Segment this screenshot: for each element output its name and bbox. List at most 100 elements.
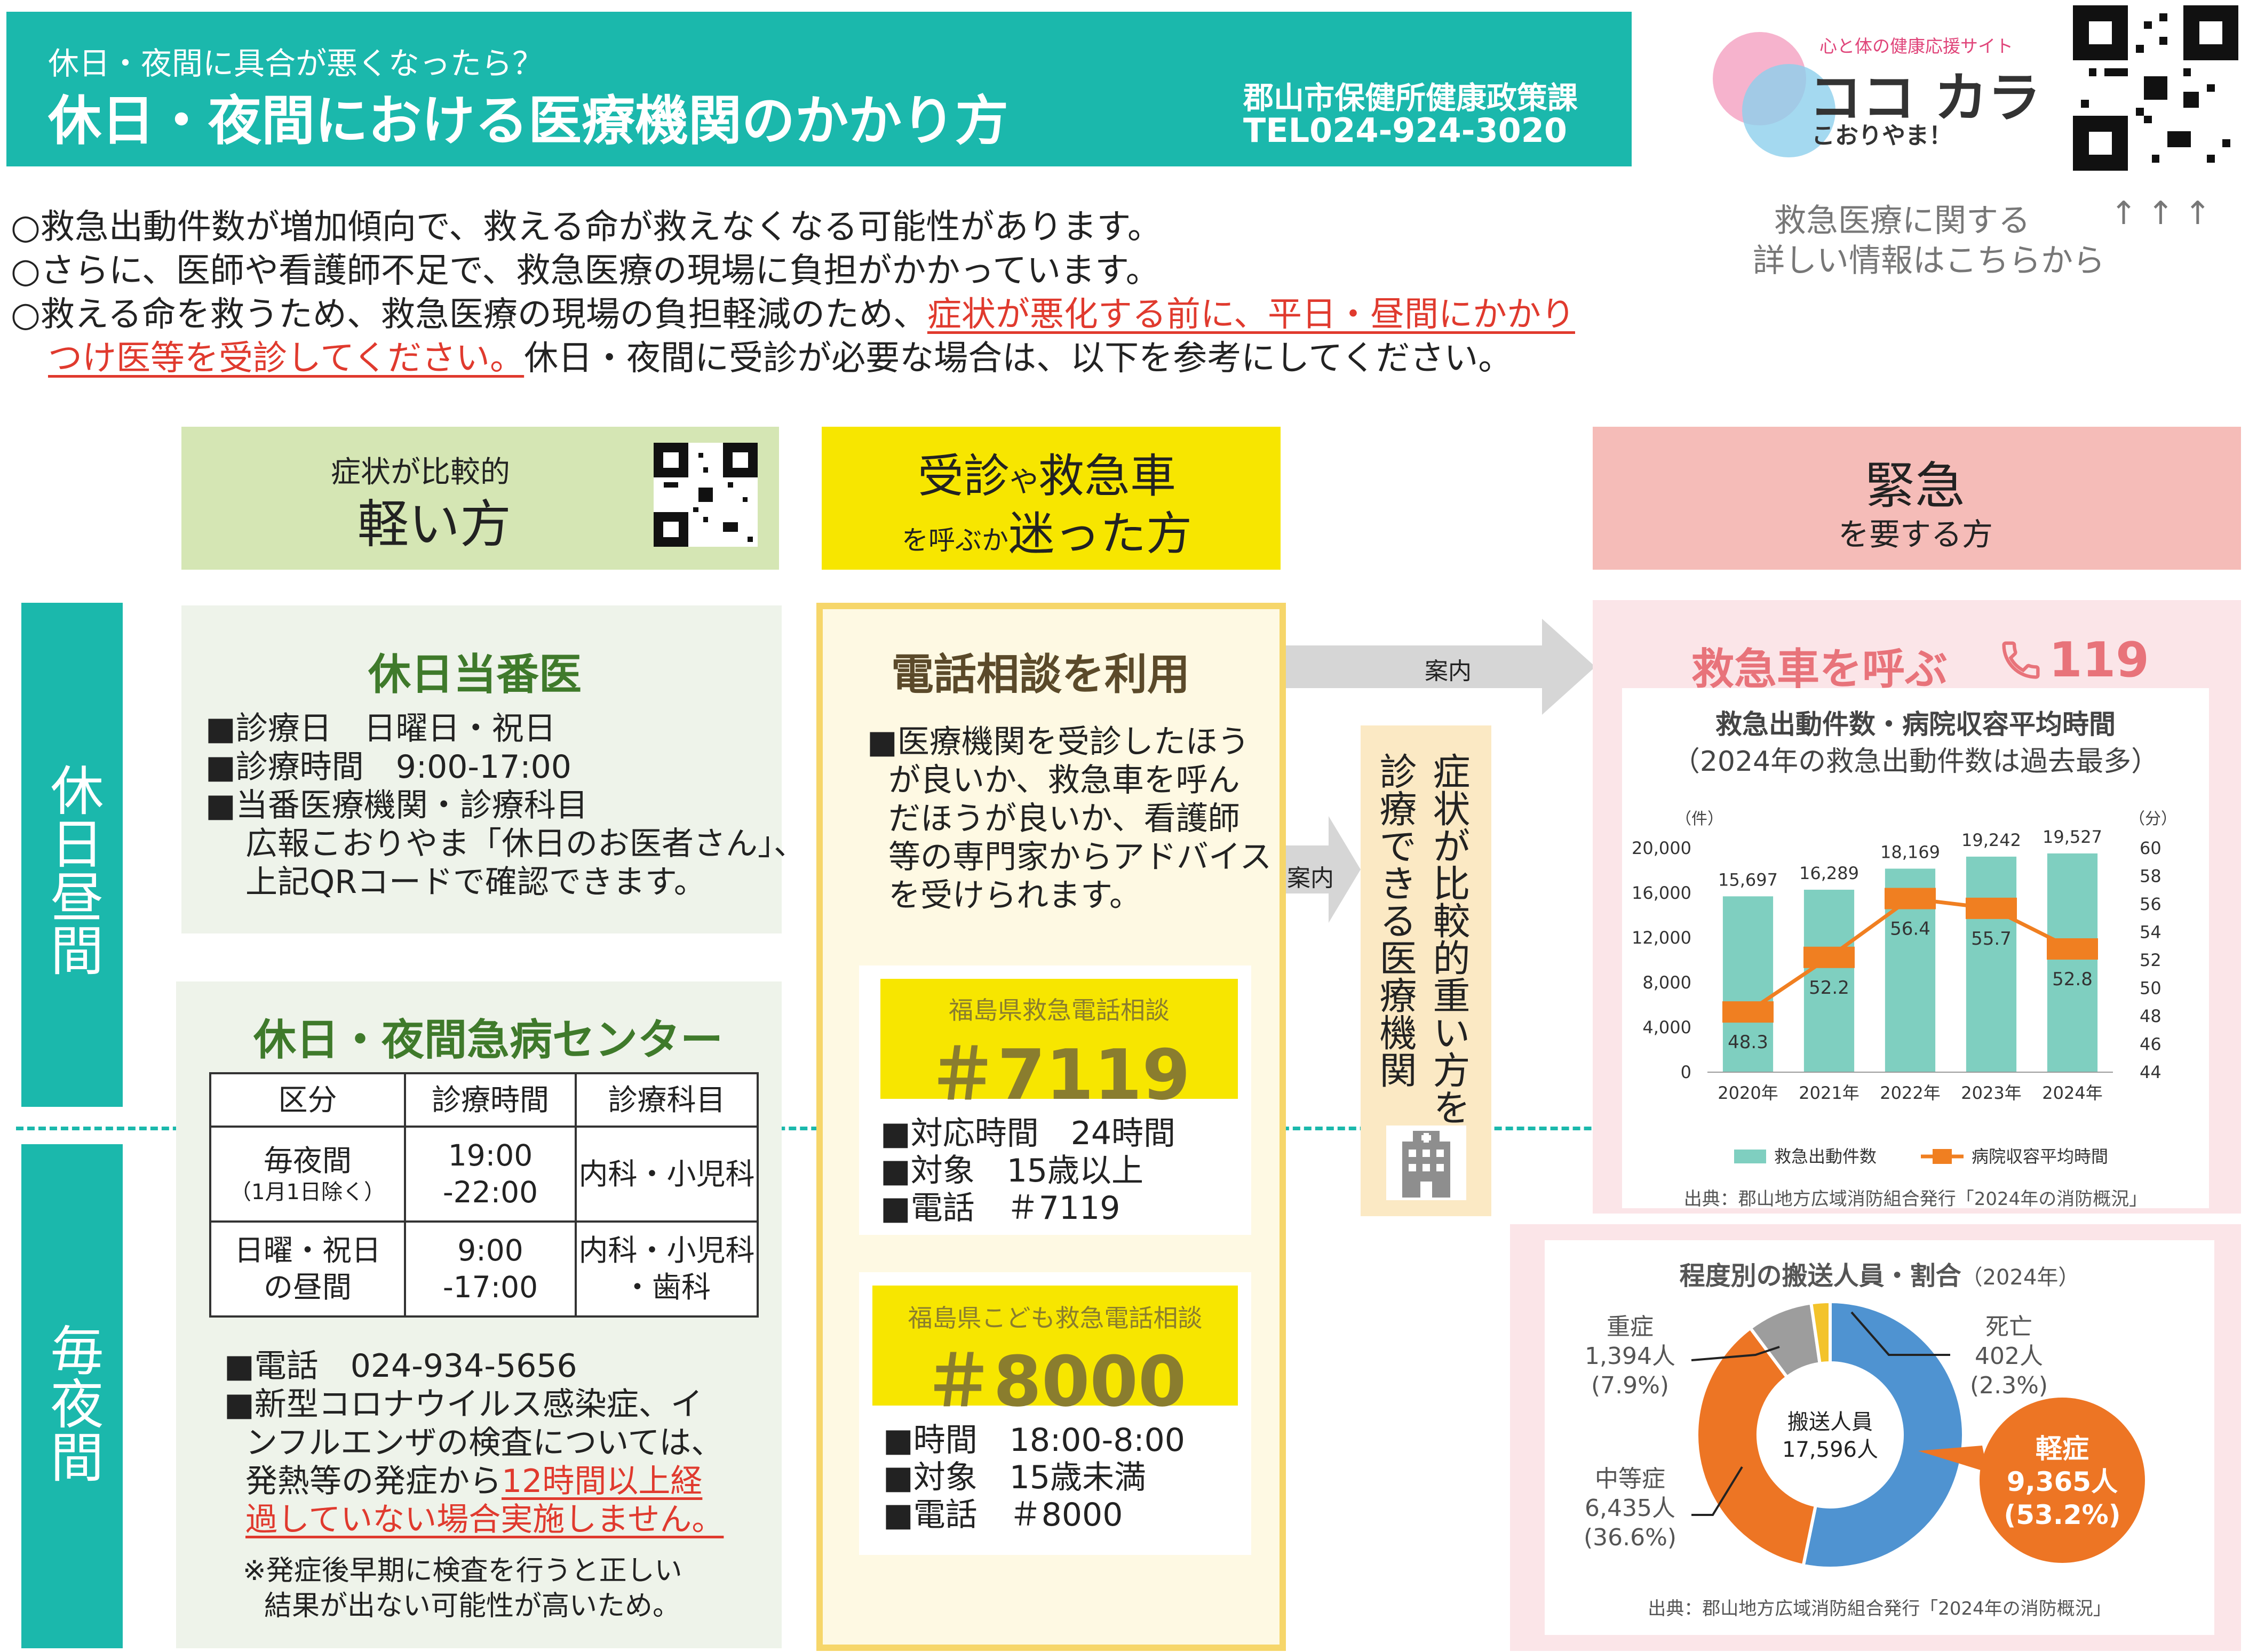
label-severe: 重症 1,394人 (7.9%) — [1574, 1312, 1686, 1400]
intro-text: ○救急出動件数が増加傾向で、救える命が救えなくなる可能性があります。 ○さらに、… — [11, 205, 1575, 380]
death-count: 402人 — [1975, 1343, 2043, 1370]
table-row: 日曜・祝日 の昼間 9:00 -17:00 内科・小児科 ・歯科 — [209, 1220, 759, 1318]
consult-7119-number[interactable]: ＃7119 — [928, 1034, 1190, 1115]
consult-8000-number[interactable]: ＃8000 — [924, 1341, 1187, 1422]
transport-donut-chart — [1691, 1299, 1988, 1568]
transport-source: 出典：郡山地方広域消防組合発行「2024年の消防概況」 — [1648, 1598, 2111, 1619]
line-value-label: 55.7 — [1971, 928, 2012, 949]
column-header-unsure — [822, 427, 1281, 570]
r2-hours-b: -17:00 — [442, 1270, 538, 1304]
y-left-tick: 20,000 — [1632, 838, 1691, 858]
bar — [1803, 889, 1855, 1072]
c1-l2: ■対象 15歳以上 — [880, 1152, 1144, 1190]
light-big: 軽い方 — [357, 494, 511, 554]
bar-value-label: 15,697 — [1718, 869, 1778, 890]
header-dept: 郡山市保健所健康政策課 — [1243, 81, 1578, 116]
y-left-tick: 16,000 — [1632, 883, 1691, 903]
r1-hours-a: 19:00 — [448, 1138, 533, 1173]
ec-n1: ※発症後早期に検査を行うと正しい — [243, 1555, 682, 1587]
donut-center-label: 搬送人員 — [1787, 1410, 1873, 1434]
unsure-2a: を呼ぶか — [902, 525, 1008, 556]
hd-line-4: 広報こおりやま「休日のお医者さん」、 — [245, 825, 806, 863]
qr-code-main[interactable] — [2073, 5, 2238, 171]
c1-l3: ■電話 ＃7119 — [880, 1190, 1120, 1227]
death-label: 死亡 — [1985, 1313, 2032, 1340]
c2-l2: ■対象 15歳未満 — [883, 1459, 1147, 1496]
hospital-icon — [1386, 1126, 1466, 1200]
moderate-count: 6,435人 — [1585, 1495, 1675, 1522]
consult-8000-details: ■時間 18:00-8:00 ■対象 15歳未満 ■電話 ＃8000 — [883, 1422, 1185, 1534]
x-tick-label: 2023年 — [1961, 1083, 2021, 1103]
emergency-center-title: 休日・夜間急病センター — [253, 1015, 723, 1065]
bar — [1722, 896, 1774, 1072]
holiday-doctor-card — [181, 605, 782, 933]
consult-8000-label: 福島県こども救急電話相談 — [908, 1304, 1203, 1332]
phone-icon — [2002, 641, 2040, 679]
leader-severe — [1691, 1346, 1780, 1361]
hd-line-5: 上記QRコードで確認できます。 — [245, 864, 706, 901]
table-header-category: 区分 — [209, 1072, 406, 1128]
severe-pct: (7.9%) — [1591, 1372, 1670, 1399]
pc-d1: ■医療機関を受診したほう — [867, 723, 1250, 761]
side-day-text: 休日昼間 — [41, 763, 104, 976]
label-death: 死亡 402人 (2.3%) — [1953, 1312, 2065, 1400]
bar — [2047, 853, 2098, 1072]
header-subtitle: 休日・夜間に具合が悪くなったら？ — [48, 45, 544, 82]
x-tick-label: 2022年 — [1880, 1083, 1940, 1103]
emergency-center-notes: ■電話 024-934-5656 ■新型コロナウイルス感染症、イ ンフルエンザの… — [224, 1347, 724, 1539]
ec-p5: 過していない場合実施しません。 — [245, 1501, 724, 1538]
line-value-label: 56.4 — [1890, 919, 1930, 940]
cococara-logo[interactable]: 心と体の健康応援サイト ココ カラ こおりやま！ — [1713, 27, 2044, 165]
side-night-text: 毎夜間 — [41, 1323, 104, 1483]
slice-mild — [1801, 1299, 1966, 1568]
legend-swatch-line — [1933, 1149, 1952, 1164]
brand-tag: 心と体の健康応援サイト — [1819, 36, 2013, 57]
intro-line-4a: つけ医等を受診してください。 — [48, 339, 524, 378]
x-tick-label: 2024年 — [2042, 1083, 2102, 1103]
emergency-center-table: 区分 診療時間 診療科目 毎夜間 （1月1日除く） 19:00 -22:00 内科・… — [209, 1072, 759, 1318]
line-marker — [2047, 938, 2098, 960]
column-header-urgent — [1593, 427, 2241, 570]
holiday-doctor-details: ■診療日 日曜日・祝日 ■診療時間 9:00-17:00 ■当番医療機関・診療科… — [205, 709, 806, 901]
consult-7119-highlight — [880, 979, 1238, 1099]
brand-sub: こおりやま！ — [1811, 122, 1952, 149]
hd-line-3: ■当番医療機関・診療科目 — [205, 787, 588, 824]
y-left-tick: 0 — [1681, 1062, 1691, 1082]
ambulance-number[interactable]: 119 — [2049, 632, 2149, 688]
transport-title: 程度別の搬送人員・割合（2024年） — [1545, 1255, 2214, 1292]
leader-moderate — [1691, 1466, 1743, 1516]
brand-name: ココ カラ — [1809, 67, 2041, 129]
ec-n2: 結果が出ない可能性が高いため。 — [264, 1590, 681, 1622]
header-banner — [6, 12, 1632, 166]
ambulance-combo-chart: （件） （分） 0 4,000 8,000 12,000 16,000 20,000 44 46 4… — [1632, 810, 2177, 1167]
y-right-tick: 48 — [2140, 1006, 2161, 1026]
y-right-tick: 54 — [2140, 922, 2161, 943]
pc-d4: 等の専門家からアドバイス — [888, 839, 1272, 876]
unsure-1a: 受診 — [918, 450, 1010, 503]
y-right-tick: 58 — [2140, 866, 2161, 887]
pc-d3: だほうが良いか、看護師 — [888, 800, 1240, 837]
bar-value-label: 19,527 — [2043, 827, 2102, 847]
phone-consult-desc: ■医療機関を受診したほう が良いか、救急車を呼ん だほうが良いか、看護師 等の専… — [867, 723, 1271, 915]
ec-p3: ンフルエンザの検査については、 — [245, 1424, 724, 1462]
side-label-night — [21, 1144, 123, 1648]
unsure-line-1: 受診や救急車 — [918, 438, 1176, 505]
y-right-tick: 46 — [2140, 1034, 2161, 1055]
slice-moderate — [1695, 1326, 1818, 1568]
r1-hours-b: -22:00 — [442, 1175, 538, 1209]
consult-7119-label: 福島県救急電話相談 — [949, 996, 1170, 1025]
callout-mild — [1918, 1446, 1988, 1472]
mild-badge — [1980, 1398, 2145, 1563]
severe-col-1: 症状が比較的重い方を — [1427, 752, 1471, 1126]
mild-count: 9,365人 — [2006, 1466, 2118, 1497]
intro-line-3a: ○救える命を救うため、救急医療の現場の負担軽減のため、 — [11, 295, 927, 334]
consult-7119-details: ■対応時間 24時間 ■対象 15歳以上 ■電話 ＃7119 — [880, 1115, 1175, 1227]
intro-line-4b: 休日・夜間に受診が必要な場合は、以下を参考にしてください。 — [524, 339, 1513, 378]
chart-subtitle: （2024年の救急出動件数は過去最多） — [1672, 746, 2159, 778]
slice-death — [1809, 1299, 1832, 1366]
guide-arrow-to-hospital — [1286, 816, 1361, 923]
qr-code-holiday-doctor[interactable] — [654, 443, 758, 547]
ambulance-title: 救急車を呼ぶ — [1691, 644, 1948, 694]
x-tick-label: 2020年 — [1718, 1083, 1778, 1103]
hd-line-1: ■診療日 日曜日・祝日 — [205, 710, 556, 747]
